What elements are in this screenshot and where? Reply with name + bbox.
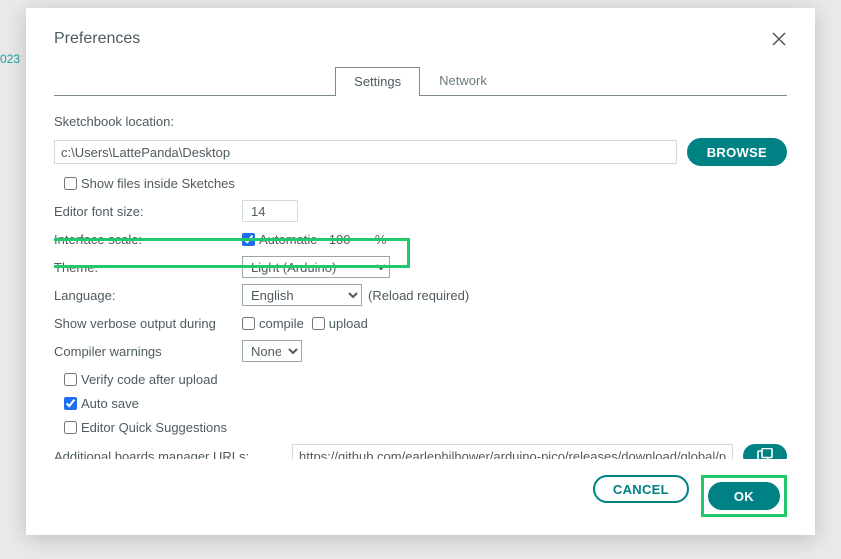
verbose-label: Show verbose output during <box>54 316 242 331</box>
tab-settings[interactable]: Settings <box>335 67 420 96</box>
dialog-footer: CANCEL OK <box>54 459 787 517</box>
quick-suggestions-checkbox[interactable] <box>64 421 77 434</box>
compile-checkbox[interactable] <box>242 317 255 330</box>
show-files-label: Show files inside Sketches <box>81 176 235 191</box>
autosave-checkbox[interactable] <box>64 397 77 410</box>
show-files-row: Show files inside Sketches <box>64 172 787 194</box>
language-note: (Reload required) <box>368 288 469 303</box>
automatic-checkbox-wrap[interactable]: Automatic <box>242 232 317 247</box>
sketchbook-label: Sketchbook location: <box>54 114 174 129</box>
editor-font-label: Editor font size: <box>54 204 242 219</box>
dialog-header: Preferences <box>54 30 787 48</box>
compiler-warnings-label: Compiler warnings <box>54 344 242 359</box>
verify-row: Verify code after upload <box>64 368 787 390</box>
boards-urls-label: Additional boards manager URLs: <box>54 449 282 460</box>
verify-checkbox[interactable] <box>64 373 77 386</box>
verify-checkbox-wrap[interactable]: Verify code after upload <box>64 372 218 387</box>
percent-suffix: % <box>375 232 387 247</box>
tab-network[interactable]: Network <box>420 66 506 95</box>
verify-label: Verify code after upload <box>81 372 218 387</box>
language-row: Language: English (Reload required) <box>54 284 787 306</box>
autosave-checkbox-wrap[interactable]: Auto save <box>64 396 139 411</box>
compiler-warnings-row: Compiler warnings None <box>54 340 787 362</box>
automatic-label: Automatic <box>259 232 317 247</box>
upload-label: upload <box>329 316 368 331</box>
quick-suggestions-checkbox-wrap[interactable]: Editor Quick Suggestions <box>64 420 227 435</box>
app-backdrop: 023 Preferences Settings Network Sketchb… <box>0 0 841 559</box>
autosave-label: Auto save <box>81 396 139 411</box>
compile-label: compile <box>259 316 304 331</box>
interface-scale-label: Interface scale: <box>54 232 242 247</box>
preferences-dialog: Preferences Settings Network Sketchbook … <box>26 8 815 535</box>
interface-scale-row: Interface scale: Automatic % <box>54 228 787 250</box>
ok-button[interactable]: OK <box>708 482 780 510</box>
browse-button[interactable]: BROWSE <box>687 138 787 166</box>
show-files-checkbox[interactable] <box>64 177 77 190</box>
new-window-icon <box>757 448 773 460</box>
close-icon[interactable] <box>771 31 787 47</box>
upload-checkbox-wrap[interactable]: upload <box>312 316 368 331</box>
editor-font-row: Editor font size: <box>54 200 787 222</box>
boards-urls-input[interactable] <box>292 444 733 459</box>
automatic-checkbox[interactable] <box>242 233 255 246</box>
ok-highlight-box: OK <box>701 475 787 517</box>
settings-body: Sketchbook location: BROWSE Show files i… <box>54 110 787 459</box>
verbose-row: Show verbose output during compile uploa… <box>54 312 787 334</box>
compile-checkbox-wrap[interactable]: compile <box>242 316 304 331</box>
compiler-warnings-select[interactable]: None <box>242 340 302 362</box>
tabs: Settings Network <box>54 66 787 96</box>
sketchbook-path-row: BROWSE <box>54 138 787 166</box>
autosave-row: Auto save <box>64 392 787 414</box>
sketchbook-label-row: Sketchbook location: <box>54 110 787 132</box>
sketchbook-path-input[interactable] <box>54 140 677 164</box>
theme-row: Theme: Light (Arduino) <box>54 256 787 278</box>
boards-urls-row: Additional boards manager URLs: <box>54 444 787 459</box>
quick-suggestions-row: Editor Quick Suggestions <box>64 416 787 438</box>
expand-urls-button[interactable] <box>743 444 787 459</box>
cancel-button[interactable]: CANCEL <box>593 475 689 503</box>
quick-suggestions-label: Editor Quick Suggestions <box>81 420 227 435</box>
editor-font-input[interactable] <box>242 200 298 222</box>
language-select[interactable]: English <box>242 284 362 306</box>
background-partial-text: 023 <box>0 52 20 66</box>
dialog-title: Preferences <box>54 30 140 48</box>
upload-checkbox[interactable] <box>312 317 325 330</box>
show-files-checkbox-wrap[interactable]: Show files inside Sketches <box>64 176 235 191</box>
language-label: Language: <box>54 288 242 303</box>
theme-select[interactable]: Light (Arduino) <box>242 256 390 278</box>
theme-label: Theme: <box>54 260 242 275</box>
interface-scale-input[interactable] <box>325 229 369 249</box>
